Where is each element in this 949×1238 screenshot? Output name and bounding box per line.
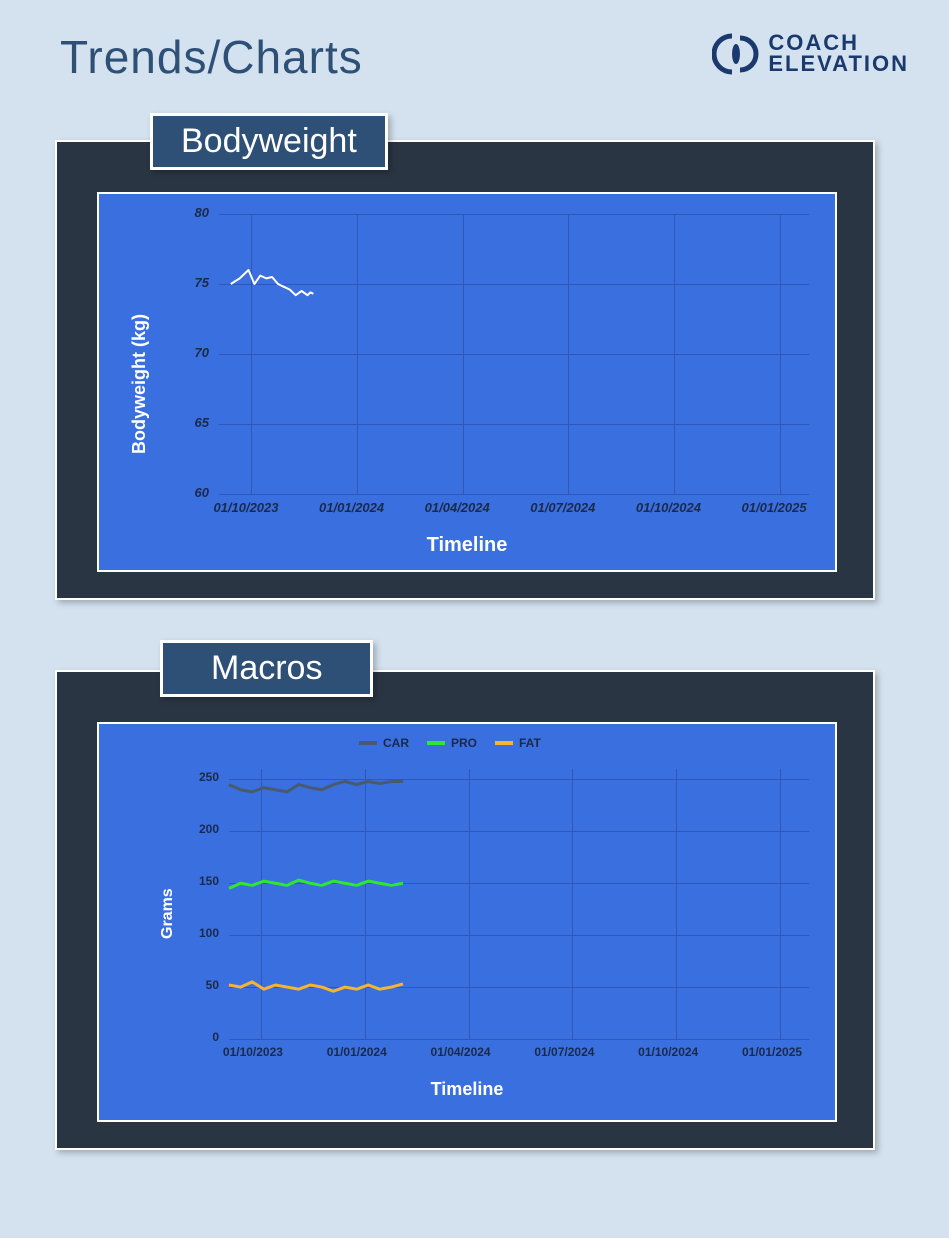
legend-label: CAR xyxy=(383,736,409,750)
xtick-label: 01/10/2024 xyxy=(636,500,701,515)
legend-label: FAT xyxy=(519,736,541,750)
panel-macros: Grams Timeline CAR PRO FAT 0 50 100 150 200 250… xyxy=(55,670,875,1150)
legend-item-fat: FAT xyxy=(495,736,541,750)
series-PRO xyxy=(229,880,403,888)
legend-label: PRO xyxy=(451,736,477,750)
series-layer xyxy=(219,214,809,494)
plot-area-bodyweight xyxy=(219,214,809,494)
xtick-label: 01/01/2024 xyxy=(327,1045,387,1059)
ytick-label: 100 xyxy=(199,926,219,940)
panel-bodyweight: Bodyweight (kg) Timeline 60 65 70 75 80 01/10… xyxy=(55,140,875,600)
series-FAT xyxy=(229,982,403,991)
plot-area-macros xyxy=(229,769,809,1039)
ytick-label: 75 xyxy=(195,275,209,290)
legend-item-pro: PRO xyxy=(427,736,477,750)
ytick-label: 80 xyxy=(195,205,209,220)
xtick-label: 01/04/2024 xyxy=(425,500,490,515)
ytick-label: 0 xyxy=(212,1030,219,1044)
coach-logo-icon xyxy=(712,30,760,78)
xtick-label: 01/04/2024 xyxy=(431,1045,491,1059)
panel-title-bodyweight: Bodyweight xyxy=(150,113,388,170)
legend-swatch xyxy=(495,741,513,745)
ytick-label: 70 xyxy=(195,345,209,360)
page-title: Trends/Charts xyxy=(60,30,363,84)
xtick-label: 01/10/2024 xyxy=(638,1045,698,1059)
ytick-label: 200 xyxy=(199,822,219,836)
xtick-label: 01/01/2025 xyxy=(742,1045,802,1059)
legend-macros: CAR PRO FAT xyxy=(359,736,541,750)
logo-text: COACH ELEVATION xyxy=(768,33,909,75)
xtick-label: 01/01/2025 xyxy=(742,500,807,515)
legend-swatch xyxy=(359,741,377,745)
ytick-label: 65 xyxy=(195,415,209,430)
legend-swatch xyxy=(427,741,445,745)
logo: COACH ELEVATION xyxy=(712,30,909,78)
ylabel-macros: Grams xyxy=(159,888,177,939)
ytick-label: 150 xyxy=(199,874,219,888)
series-layer xyxy=(229,769,809,1039)
xtick-label: 01/01/2024 xyxy=(319,500,384,515)
logo-line2: ELEVATION xyxy=(768,54,909,75)
xlabel-macros: Timeline xyxy=(99,1079,835,1100)
gridline-h xyxy=(229,1039,809,1040)
series-bodyweight xyxy=(231,270,314,295)
panel-title-macros: Macros xyxy=(160,640,373,697)
xlabel-bodyweight: Timeline xyxy=(99,534,835,557)
ytick-label: 60 xyxy=(195,485,209,500)
ylabel-bodyweight: Bodyweight (kg) xyxy=(129,314,150,454)
chart-bodyweight: Bodyweight (kg) Timeline 60 65 70 75 80 01/10… xyxy=(97,192,837,572)
legend-item-car: CAR xyxy=(359,736,409,750)
xtick-label: 01/07/2024 xyxy=(534,1045,594,1059)
gridline-h xyxy=(219,494,809,495)
xtick-label: 01/07/2024 xyxy=(530,500,595,515)
ytick-label: 50 xyxy=(206,978,219,992)
xtick-label: 01/10/2023 xyxy=(213,500,278,515)
ytick-label: 250 xyxy=(199,770,219,784)
chart-macros: Grams Timeline CAR PRO FAT 0 50 100 150 200 250… xyxy=(97,722,837,1122)
xtick-label: 01/10/2023 xyxy=(223,1045,283,1059)
series-CAR xyxy=(229,781,403,791)
